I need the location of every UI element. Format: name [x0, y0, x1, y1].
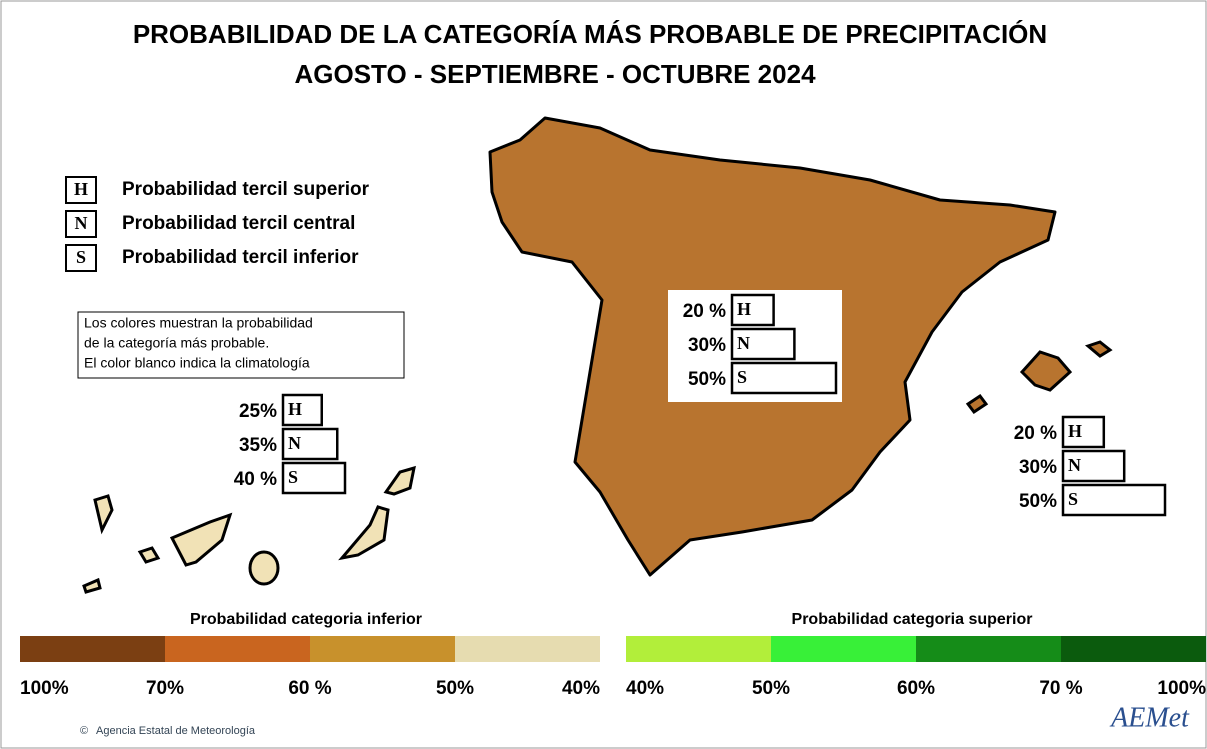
scale-label: 60%: [897, 678, 935, 699]
copyright-icon: ©: [80, 725, 88, 737]
note-box: [77, 311, 405, 379]
legend-key: H: [74, 179, 88, 199]
probability-key: S: [737, 367, 747, 387]
legend-key: S: [76, 247, 86, 267]
probability-bar: [730, 327, 796, 361]
probability-label: 50%: [688, 369, 726, 390]
probability-key: N: [737, 333, 750, 353]
scale-title: Probabilidad categoria superior: [792, 611, 1033, 628]
probability-label: 30%: [1019, 457, 1057, 478]
probability-key: H: [737, 299, 751, 319]
legend-key: N: [75, 213, 88, 233]
legend-text: Probabilidad tercil central: [122, 213, 355, 234]
probability-label: 20 %: [683, 301, 726, 322]
scale-label: 70%: [146, 678, 184, 699]
note-line: El color blanco indica la climatología: [84, 355, 310, 371]
probability-key: N: [288, 433, 301, 453]
legend-text: Probabilidad tercil inferior: [122, 247, 359, 268]
probability-label: 40 %: [234, 469, 277, 490]
probability-key: S: [288, 467, 298, 487]
probability-label: 25%: [239, 401, 277, 422]
scale-swatch: [165, 636, 310, 662]
canary-islands: [82, 465, 416, 594]
legend-key-box: [65, 176, 97, 204]
balearics: [965, 340, 1113, 415]
scale-swatch: [1061, 636, 1206, 662]
scale-label: 100%: [1157, 678, 1206, 699]
scale-label: 50%: [436, 678, 474, 699]
probability-bar: [281, 427, 339, 461]
note-line: Los colores muestran la probabilidad: [84, 315, 313, 331]
logo: AEMet: [1109, 702, 1190, 733]
probability-key: H: [1068, 421, 1082, 441]
scale-label: 50%: [752, 678, 790, 699]
title: PROBABILIDAD DE LA CATEGORÍA MÁS PROBABL…: [133, 19, 1047, 49]
scale-swatch: [20, 636, 165, 662]
legend-key-box: [65, 210, 97, 238]
scale-swatch: [626, 636, 771, 662]
scale-title: Probabilidad categoria inferior: [190, 611, 422, 628]
footer: Agencia Estatal de Meteorología: [96, 725, 256, 737]
probability-key: H: [288, 399, 302, 419]
scale-swatch: [916, 636, 1061, 662]
scale-swatch: [455, 636, 600, 662]
scale-swatch: [771, 636, 916, 662]
probability-bar: [1061, 415, 1106, 449]
probability-label: 30%: [688, 335, 726, 356]
probability-key: S: [1068, 489, 1078, 509]
subtitle: AGOSTO - SEPTIEMBRE - OCTUBRE 2024: [294, 59, 816, 89]
probability-bar: [730, 361, 838, 395]
scale-label: 40%: [562, 678, 600, 699]
note-line: de la categoría más probable.: [84, 335, 269, 351]
legend-text: Probabilidad tercil superior: [122, 179, 370, 200]
legend-key-box: [65, 244, 97, 272]
probability-bar: [1061, 449, 1126, 483]
probability-bar: [281, 393, 323, 427]
scale-label: 70 %: [1039, 678, 1082, 699]
scale-label: 60 %: [288, 678, 331, 699]
probability-label: 35%: [239, 435, 277, 456]
probability-bar: [1061, 483, 1167, 517]
scale-label: 40%: [626, 678, 664, 699]
probability-bar: [281, 461, 347, 495]
probability-label: 50%: [1019, 491, 1057, 512]
probability-label: 20 %: [1014, 423, 1057, 444]
scale-label: 100%: [20, 678, 69, 699]
scale-swatch: [310, 636, 455, 662]
probability-key: N: [1068, 455, 1081, 475]
probability-bar: [730, 293, 775, 327]
